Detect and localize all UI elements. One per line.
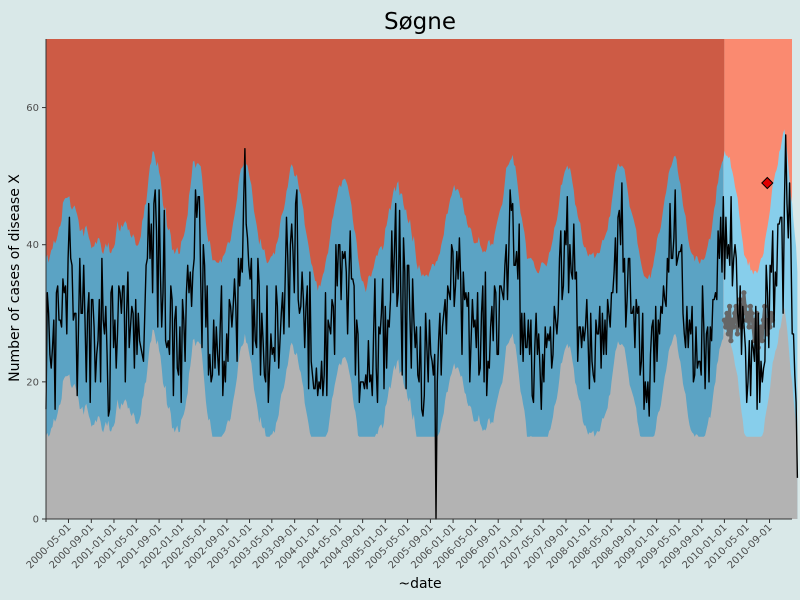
y-axis-title: Number of cases of disease X (7, 174, 23, 382)
forecast-point (759, 338, 765, 344)
forecast-point (749, 310, 755, 316)
forecast-point (727, 303, 733, 309)
forecast-point (745, 310, 751, 316)
forecast-point (732, 310, 738, 316)
forecast-point (741, 290, 747, 296)
plot-area (45, 39, 799, 520)
forecast-point (724, 310, 730, 316)
forecast-point (742, 303, 748, 309)
forecast-point (721, 317, 728, 323)
y-tick-label: 20 (26, 377, 39, 388)
y-tick-label: 40 (26, 240, 39, 251)
forecast-point (730, 324, 737, 330)
chart-title: Søgne (384, 9, 456, 35)
forecast-point (750, 324, 756, 330)
forecast-point (723, 324, 729, 330)
forecast-point (743, 317, 750, 323)
forecast-point (725, 331, 731, 337)
forecast-point (747, 303, 754, 309)
forecast-point (760, 317, 767, 323)
y-tick-label: 60 (26, 103, 39, 114)
forecast-point (728, 338, 734, 344)
forecast-point (762, 303, 768, 309)
forecast-point (758, 324, 764, 330)
x-axis-title: ~date (398, 576, 441, 592)
alert-marker (761, 176, 774, 190)
y-tick-label: 0 (33, 515, 39, 526)
forecast-point (746, 324, 752, 330)
forecast-point (729, 317, 735, 323)
observed-line (45, 134, 799, 520)
baseline-area (46, 307, 798, 519)
forecast-point (734, 331, 741, 337)
